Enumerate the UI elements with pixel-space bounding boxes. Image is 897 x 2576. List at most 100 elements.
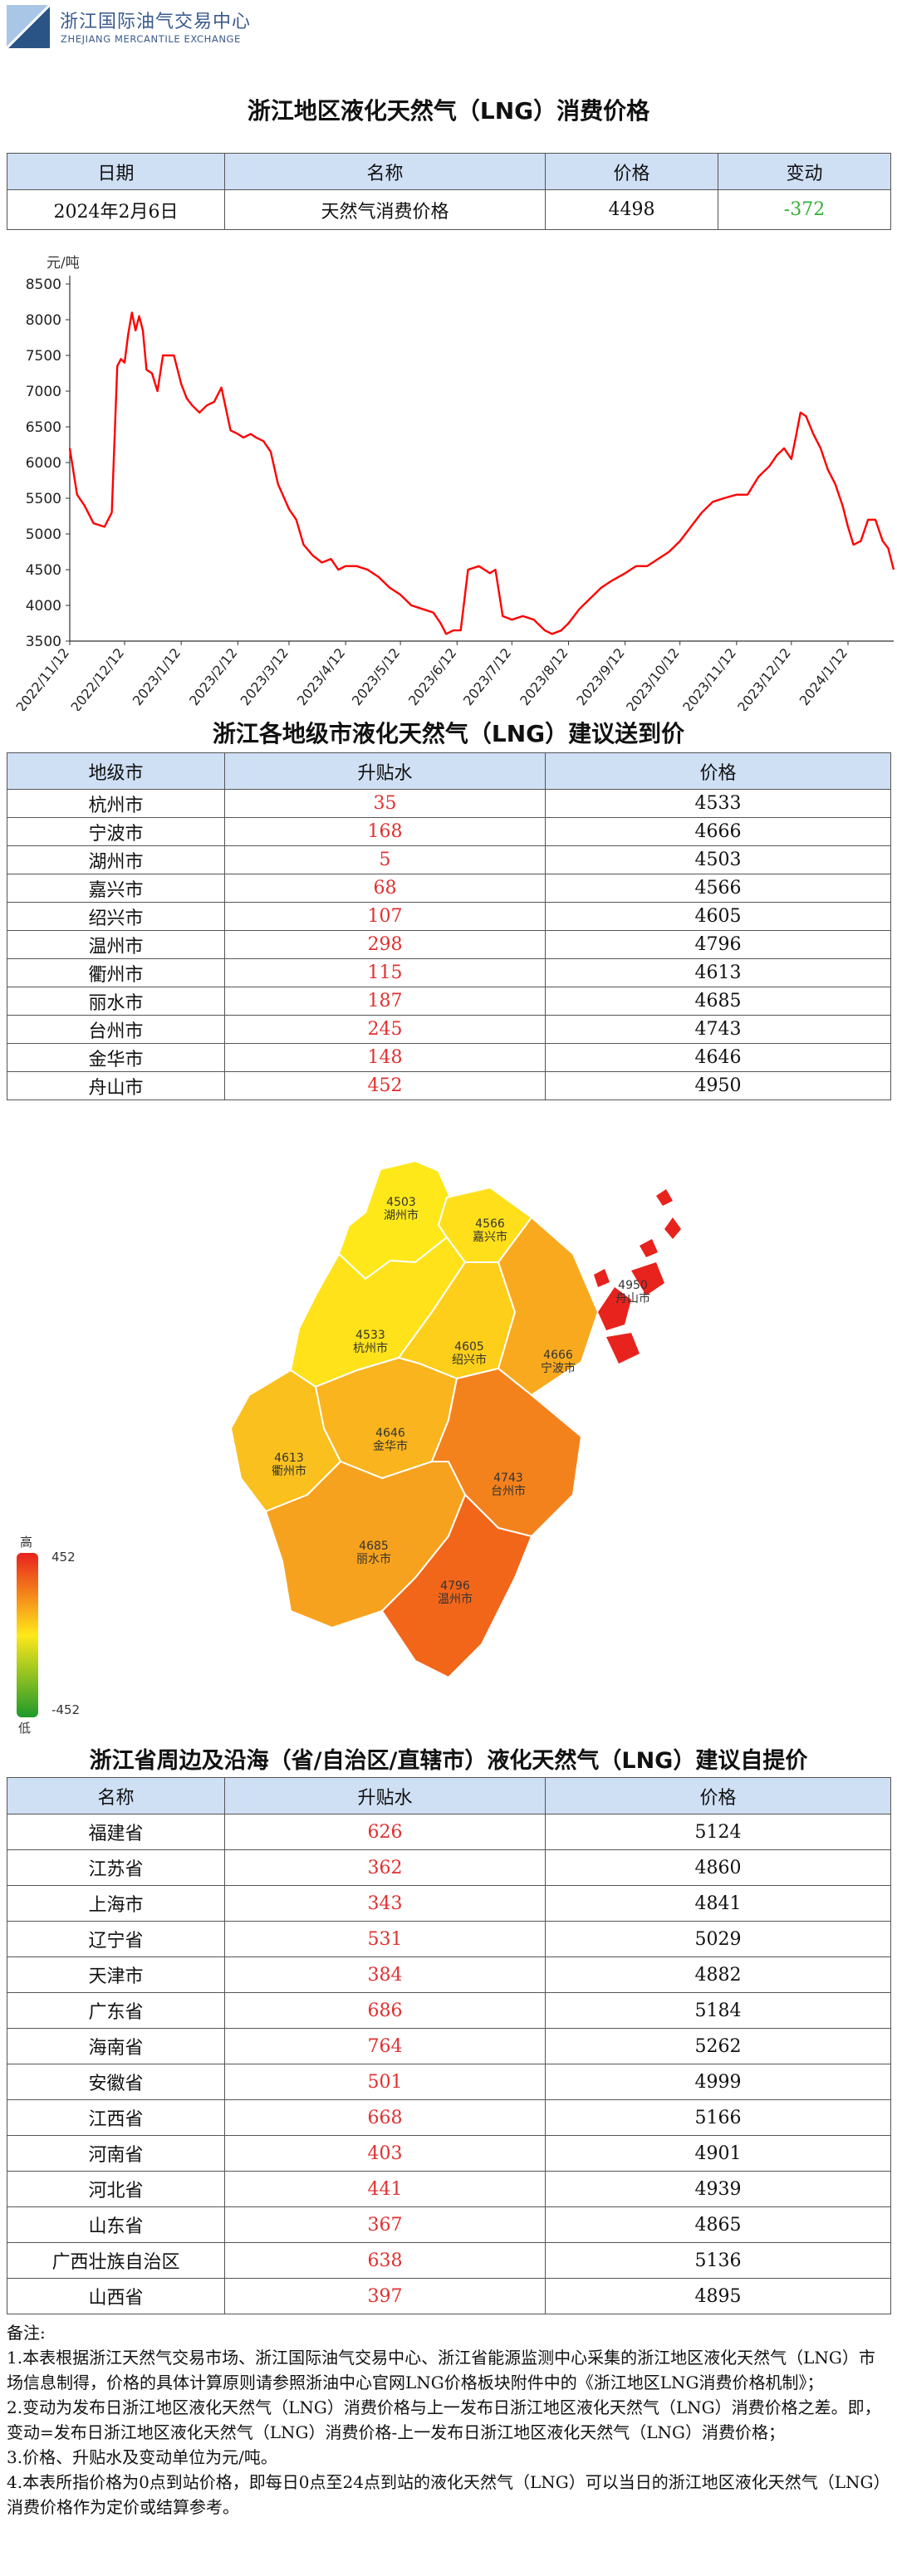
table-row: 山东省 367 4865 [7, 2206, 891, 2243]
price-line-chart: 元/吨 3500 4000 4500 5000 5500 6000 6500 7000 7500… [12, 255, 895, 711]
map-city-label: 温州市 [438, 1592, 473, 1606]
y-tick-label: 4000 [26, 598, 61, 615]
table-row: 福建省 626 5124 [7, 1814, 891, 1850]
map-price-label: 4950 [618, 1279, 648, 1292]
consumer-price-table: 日期 名称 价格 变动 2024年2月6日 天然气消费价格 4498 -372 [7, 153, 891, 230]
name-cell: 宁波市 [7, 817, 225, 846]
name-cell: 金华市 [7, 1043, 225, 1072]
map-city-label: 绍兴市 [452, 1353, 487, 1367]
diff-cell: 187 [224, 987, 546, 1016]
x-tick-label: 2023/7/12 [460, 645, 514, 708]
map-city-label: 丽水市 [356, 1552, 391, 1566]
diff-cell: 148 [224, 1043, 546, 1072]
table-row: 台州市 245 4743 [7, 1015, 891, 1044]
table-row: 天津市 384 4882 [7, 1956, 891, 1993]
price-series-line [68, 311, 895, 635]
note-item: 2.变动为发布日浙江地区液化天然气（LNG）消费价格与上一发布日浙江地区液化天然… [7, 2397, 881, 2442]
province-price-table: 名称 升贴水 价格 福建省 626 5124 江苏省 362 4860 上海市 343 4841… [7, 1777, 891, 2314]
column-header: 升贴水 [224, 752, 546, 790]
name-cell: 广西壮族自治区 [7, 2242, 225, 2279]
table-row: 江苏省 362 4860 [7, 1849, 891, 1886]
table-row: 2024年2月6日 天然气消费价格 4498 -372 [7, 189, 891, 230]
map-city-label: 衢州市 [272, 1464, 306, 1478]
price-cell: 4743 [545, 1015, 891, 1044]
table-row: 河南省 403 4901 [7, 2135, 891, 2172]
y-tick-label: 7500 [26, 348, 61, 365]
column-header: 价格 [545, 153, 718, 190]
diff-cell: 245 [224, 1015, 546, 1044]
diff-cell: 764 [224, 2028, 546, 2064]
diff-cell: 35 [224, 789, 546, 818]
name-cell: 衢州市 [7, 958, 225, 987]
table-row: 丽水市 187 4685 [7, 987, 891, 1016]
map-price-label: 4605 [454, 1340, 484, 1354]
x-tick-label: 2023/6/12 [405, 645, 459, 708]
diff-cell: 441 [224, 2171, 546, 2207]
table-row: 湖州市 5 4503 [7, 845, 891, 874]
x-tick-label: 2023/12/12 [734, 645, 794, 711]
map-price-label: 4533 [355, 1329, 385, 1342]
diff-cell: 298 [224, 930, 546, 959]
table-row: 舟山市 452 4950 [7, 1071, 891, 1100]
map-city-label: 舟山市 [615, 1291, 650, 1305]
legend-high-label: 高 [20, 1535, 32, 1550]
table-row: 河北省 441 4939 [7, 2171, 891, 2207]
org-name-cn: 浙江国际油气交易中心 [60, 12, 252, 32]
diff-cell: 452 [224, 1071, 546, 1100]
exchange-logo [7, 5, 50, 48]
price-cell: 5184 [545, 1992, 891, 2029]
diff-cell: 168 [224, 817, 546, 846]
map-price-label: 4685 [359, 1540, 389, 1553]
y-tick-label: 7000 [26, 384, 61, 400]
notes-title: 备注: [7, 2323, 46, 2343]
y-tick-label: 5500 [26, 491, 61, 507]
price-cell: 4533 [545, 789, 891, 818]
map-price-label: 4646 [375, 1427, 405, 1440]
price-cell: 4666 [545, 817, 891, 846]
map-price-label: 4666 [543, 1349, 573, 1362]
table-row: 广西壮族自治区 638 5136 [7, 2242, 891, 2279]
price-cell: 5029 [545, 1921, 891, 1957]
table-row: 上海市 343 4841 [7, 1885, 891, 1922]
diff-cell: 626 [224, 1814, 546, 1850]
x-tick-label: 2023/5/12 [349, 645, 403, 708]
date-cell: 2024年2月6日 [7, 189, 225, 230]
x-tick-label: 2023/1/12 [130, 645, 184, 708]
price-cell: 4605 [545, 902, 891, 931]
table-row: 海南省 764 5262 [7, 2028, 891, 2064]
diff-cell: 531 [224, 1921, 546, 1957]
name-cell: 绍兴市 [7, 902, 225, 931]
table-row: 杭州市 35 4533 [7, 789, 891, 818]
notes-section: 备注: 1.本表根据浙江天然气交易市场、浙江国际油气交易中心、浙江省能源监测中心… [7, 2320, 890, 2520]
table-row: 江西省 668 5166 [7, 2099, 891, 2136]
name-cell: 山西省 [7, 2278, 225, 2314]
map-region-wenzhou [380, 1493, 533, 1679]
price-cell: 4566 [545, 874, 891, 903]
x-tick-label: 2023/2/12 [186, 645, 240, 708]
city-price-table: 地级市 升贴水 价格 杭州市 35 4533 宁波市 168 4666 湖州市 5 4503 嘉兴… [7, 752, 891, 1100]
diff-cell: 501 [224, 2064, 546, 2100]
name-cell: 丽水市 [7, 987, 225, 1016]
price-cell: 4498 [545, 189, 718, 230]
diff-cell: 362 [224, 1849, 546, 1886]
price-cell: 4939 [545, 2171, 891, 2207]
x-tick-label: 2023/10/12 [623, 645, 683, 711]
y-tick-label: 5000 [26, 526, 61, 543]
price-cell: 4503 [545, 845, 891, 874]
map-price-label: 4796 [440, 1579, 470, 1593]
name-cell: 舟山市 [7, 1071, 225, 1100]
diff-cell: 115 [224, 958, 546, 987]
diff-cell: 367 [224, 2206, 546, 2243]
name-cell: 温州市 [7, 930, 225, 959]
note-item: 4.本表所指价格为0点到站价格，即每日0点至24点到站的液化天然气（LNG）可以… [7, 2472, 890, 2517]
name-cell: 杭州市 [7, 789, 225, 818]
diff-cell: 638 [224, 2242, 546, 2279]
x-tick-label: 2022/11/12 [12, 645, 72, 711]
name-cell: 江苏省 [7, 1849, 225, 1886]
y-tick-label: 4500 [26, 562, 61, 579]
column-header: 日期 [7, 153, 225, 190]
map-city-label: 湖州市 [384, 1208, 419, 1222]
map-price-label: 4743 [493, 1472, 523, 1485]
diff-cell: 107 [224, 902, 546, 931]
x-tick-label: 2023/9/12 [573, 645, 627, 708]
